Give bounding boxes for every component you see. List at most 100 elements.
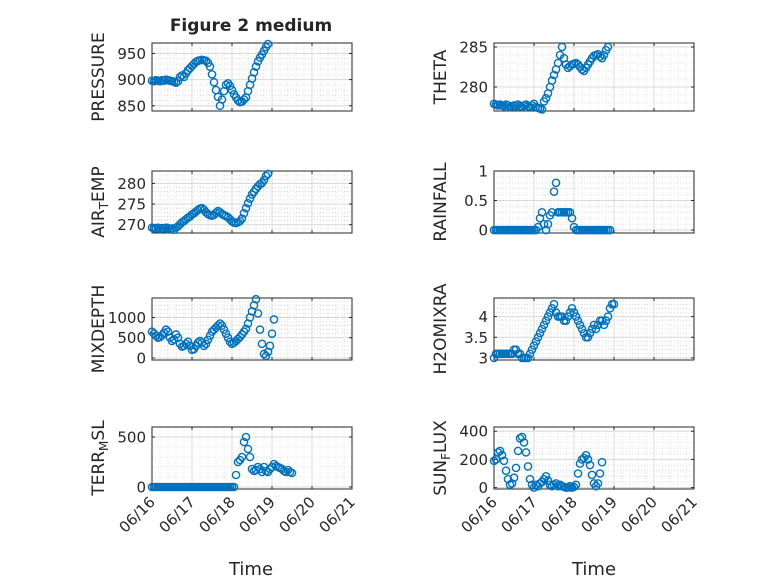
- data-point: [263, 169, 273, 179]
- y-tick-label: 280: [117, 175, 146, 193]
- data-point: [489, 456, 499, 466]
- data-point: [521, 448, 531, 457]
- data-point: [563, 483, 573, 492]
- data-point: [593, 479, 603, 488]
- data-point: [161, 325, 171, 334]
- data-point: [603, 42, 613, 52]
- data-point: [581, 450, 591, 460]
- y-tick-label: 0: [136, 349, 146, 367]
- data-point: [201, 339, 211, 349]
- data-point: [541, 316, 551, 326]
- data-point: [229, 482, 239, 492]
- data-point: [569, 482, 579, 492]
- data-point: [235, 216, 245, 226]
- data-point: [245, 452, 255, 462]
- y-tick-label: 1000: [108, 309, 146, 327]
- data-point: [609, 299, 619, 309]
- subplot-4: 0 0.5 1 RAINFALL: [431, 162, 695, 242]
- data-point: [269, 315, 279, 324]
- plot-area: [152, 427, 352, 489]
- y-axis-label: TERRMSL: [89, 420, 111, 497]
- data-point: [565, 481, 575, 491]
- data-point: [585, 460, 595, 470]
- data-point: [249, 67, 259, 77]
- data-point: [227, 85, 237, 95]
- data-point: [603, 312, 613, 321]
- axes-box: [151, 426, 353, 490]
- data-point: [551, 178, 561, 188]
- data-point: [213, 321, 223, 330]
- y-axis-label: MIXDEPTH: [89, 285, 109, 374]
- data-point: [575, 459, 585, 468]
- data-point: [599, 320, 609, 330]
- data-point: [251, 62, 261, 71]
- data-point: [499, 101, 509, 111]
- data-point: [287, 468, 297, 478]
- data-point: [587, 470, 597, 480]
- data-point: [209, 77, 219, 87]
- y-tick-label: 3: [478, 349, 488, 367]
- data-point: [243, 198, 253, 208]
- data-point: [519, 438, 529, 447]
- y-tick-label: 950: [117, 45, 146, 63]
- data-point: [527, 345, 537, 354]
- y-tick-label: 500: [117, 429, 146, 447]
- data-point: [259, 175, 269, 185]
- data-point: [601, 316, 611, 326]
- y-axis-label: AIRTEMP: [89, 166, 111, 237]
- data-point: [239, 95, 249, 104]
- data-point: [549, 187, 559, 196]
- data-point: [595, 52, 605, 61]
- y-axis-label: THETA: [431, 49, 451, 105]
- data-point: [211, 208, 221, 218]
- data-point: [235, 332, 245, 342]
- data-point: [539, 320, 549, 330]
- y-tick-label: 850: [117, 97, 146, 115]
- y-tick-label: 280: [459, 79, 488, 97]
- y-tick-label: 285: [459, 39, 488, 57]
- data-point: [509, 473, 519, 483]
- data-point: [505, 480, 515, 490]
- data-point: [549, 299, 559, 309]
- axes-box: [493, 297, 695, 361]
- data-point: [157, 330, 167, 340]
- y-tick-label: 0.5: [464, 192, 488, 210]
- data-point: [265, 341, 275, 351]
- data-point: [571, 312, 581, 321]
- data-point: [533, 332, 543, 342]
- data-point: [583, 332, 593, 342]
- data-point: [261, 171, 271, 181]
- data-point: [225, 337, 235, 347]
- data-point: [261, 351, 271, 361]
- data-point: [517, 432, 527, 442]
- data-point: [591, 324, 601, 334]
- data-point: [171, 78, 181, 88]
- data-point: [573, 469, 583, 478]
- data-point: [587, 324, 597, 334]
- data-point: [569, 308, 579, 317]
- data-point: [243, 444, 253, 454]
- data-point: [537, 105, 547, 114]
- data-point: [203, 335, 213, 345]
- x-axis-label-right: Time: [571, 559, 616, 580]
- data-point: [543, 219, 553, 229]
- data-point: [503, 101, 513, 110]
- data-point: [525, 474, 535, 484]
- data-point: [541, 472, 551, 481]
- data-point: [501, 466, 511, 475]
- data-point: [217, 321, 227, 330]
- data-point: [585, 328, 595, 338]
- data-point: [553, 481, 563, 491]
- figure-title: Figure 2 medium: [170, 16, 332, 36]
- data-point: [497, 450, 507, 460]
- data-point: [595, 469, 605, 478]
- data-point: [221, 329, 231, 338]
- y-tick-label: 200: [459, 451, 488, 469]
- axes-box: [151, 170, 353, 234]
- data-point: [535, 328, 545, 338]
- data-point: [219, 325, 229, 334]
- subplot-1: 850 900 950 PRESSURE: [89, 32, 353, 122]
- data-point: [537, 324, 547, 334]
- subplot-3: 270 275 280 AIRTEMP: [89, 166, 353, 238]
